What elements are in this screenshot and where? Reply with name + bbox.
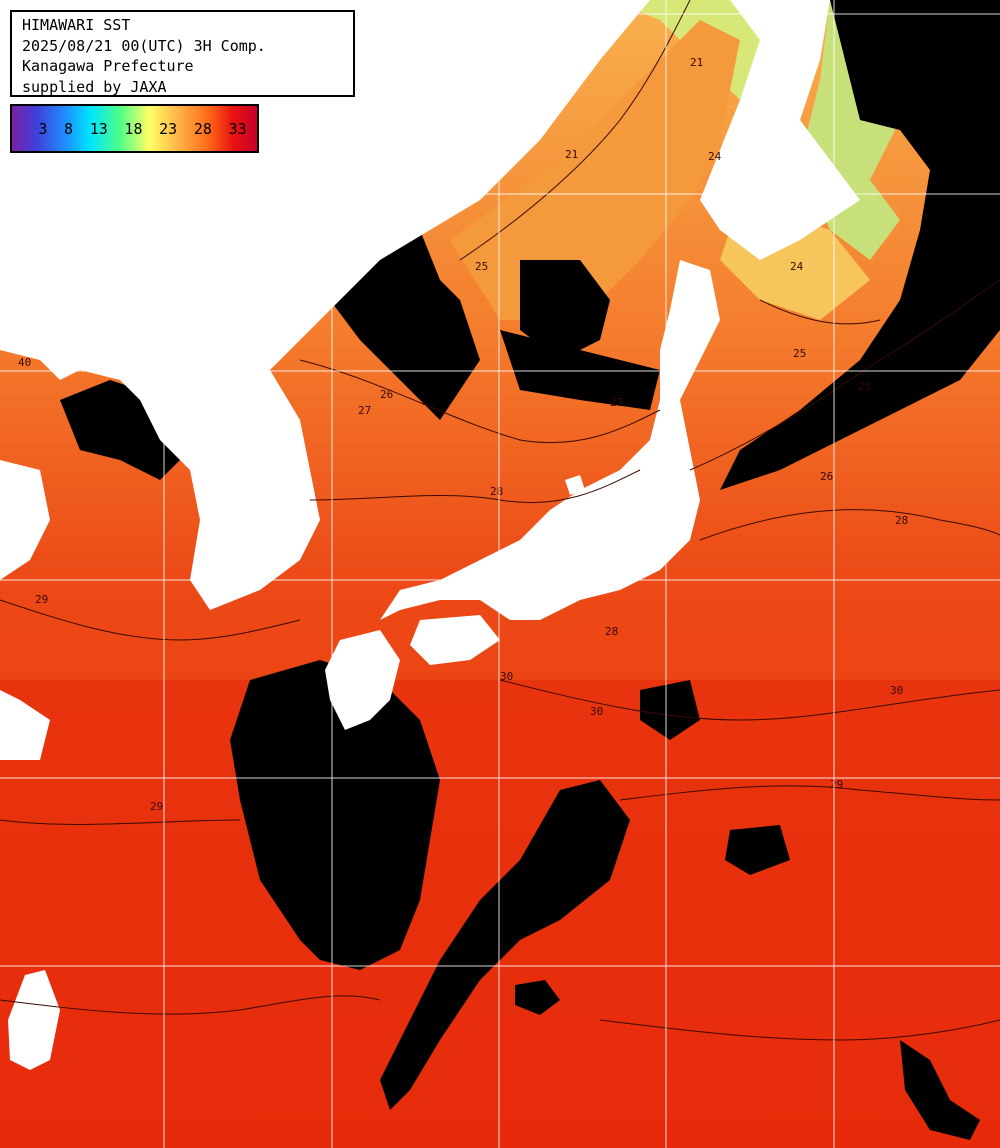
cloud-patch (500, 330, 660, 410)
sea-of-japan-north (450, 20, 740, 320)
contour-label: 25 (793, 347, 806, 360)
map-credit: supplied by JAXA (22, 77, 167, 96)
contour-line (499, 679, 1000, 721)
contour-label: 24 (790, 260, 804, 273)
land-china-coast-south (0, 690, 50, 760)
cloud-patch (900, 1040, 980, 1140)
cloud-mass (230, 660, 440, 970)
color-scale-legend: 3 8 13 18 23 28 33 (10, 104, 259, 153)
contour-label: 26 (380, 388, 393, 401)
contour-line (309, 469, 641, 504)
contour-line (619, 785, 1000, 801)
cloud-patch (640, 680, 700, 740)
map-region: Kanagawa Prefecture (22, 57, 194, 75)
contour-line (759, 299, 881, 325)
contour-line (699, 509, 1000, 541)
title-box: HIMAWARI SST 2025/08/21 00(UTC) 3H Comp.… (10, 10, 355, 97)
color-scale-tick: 8 (64, 120, 74, 138)
contour-label: 30 (890, 684, 903, 697)
contour-label: 30 (500, 670, 513, 683)
contour-label: 29 (830, 778, 843, 791)
land-hokkaido (700, 0, 860, 260)
contour-label: 28 (895, 514, 908, 527)
contour-label: 28 (490, 485, 503, 498)
contour-label: 29 (150, 800, 163, 813)
cloud-patch (725, 825, 790, 875)
cloud-patch (720, 0, 1000, 490)
map-datetime: 2025/08/21 00(UTC) 3H Comp. (22, 36, 266, 55)
contour-label: 40 (18, 356, 31, 369)
contour-label: 26 (820, 470, 833, 483)
cloud-patch (515, 980, 560, 1015)
map-title: HIMAWARI SST (22, 16, 131, 34)
contour-line (599, 1019, 1000, 1041)
contour-label: 21 (565, 148, 578, 161)
contour-line (0, 599, 301, 641)
contour-label: 27 (610, 396, 623, 409)
contour-label: 24 (708, 150, 722, 163)
contour-line (459, 0, 691, 261)
color-scale-tick: 23 (159, 120, 178, 138)
land-taiwan (8, 970, 60, 1070)
color-scale-tick: 3 (38, 120, 48, 138)
color-scale-tick: 18 (124, 120, 143, 138)
color-scale-tick: 28 (193, 120, 212, 138)
cloud-patch (520, 260, 610, 360)
contour-line (299, 359, 661, 444)
contour-line (0, 995, 381, 1015)
cloud-streak (380, 780, 630, 1110)
color-scale-ticks: 3 8 13 18 23 28 33 (12, 120, 257, 138)
contour-label: 27 (358, 404, 371, 417)
cloud-patch (330, 230, 480, 420)
color-scale-tick: 33 (228, 120, 247, 138)
land-sado (565, 475, 585, 495)
contour-lines (0, 0, 1000, 1041)
contour-label: 29 (35, 593, 48, 606)
land-honshu (380, 260, 720, 620)
contour-label: 25 (858, 380, 871, 393)
land-china-coast (0, 460, 50, 580)
land-kyushu (325, 630, 400, 730)
color-scale-tick: 13 (89, 120, 108, 138)
contour-label: 30 (590, 705, 603, 718)
contour-label: 28 (605, 625, 618, 638)
contour-label: 21 (690, 56, 703, 69)
contour-line (0, 819, 241, 825)
contour-label-group: 21 21 24 24 25 25 25 26 26 27 27 28 28 2… (18, 56, 908, 813)
contour-line (689, 279, 1000, 471)
contour-label: 25 (475, 260, 488, 273)
land-shikoku (410, 615, 500, 665)
